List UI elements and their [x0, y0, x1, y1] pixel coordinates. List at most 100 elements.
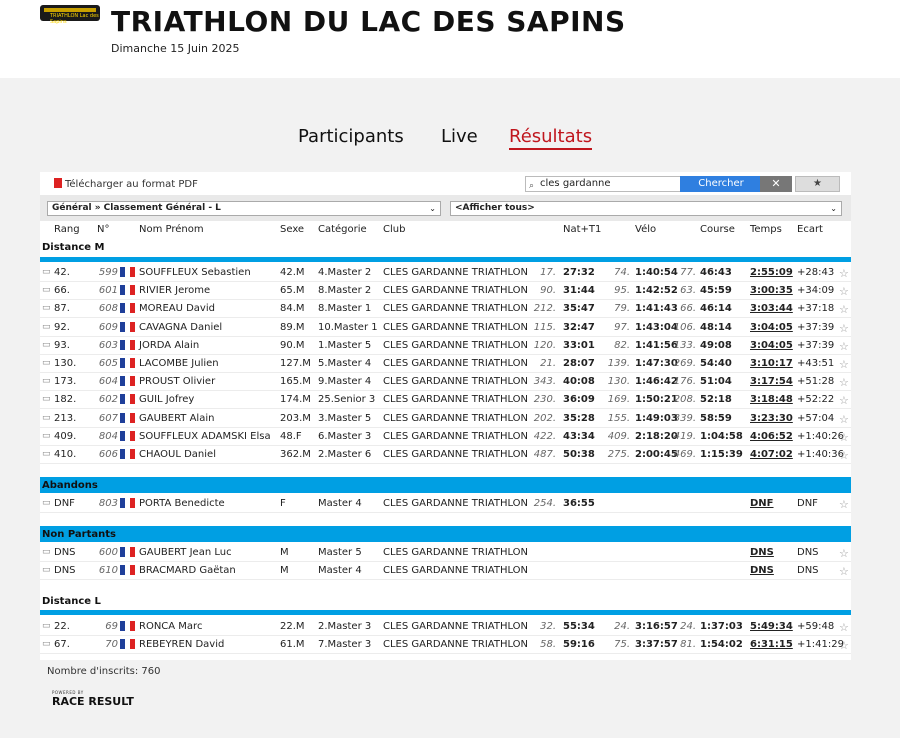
name-link[interactable]: GAUBERT Jean Luc	[139, 547, 232, 558]
table-row[interactable]: ▭ 409. 804 SOUFFLEUX ADAMSKI Elsa 48.F 6.Mast…	[40, 428, 851, 446]
comment-icon[interactable]: ▭	[42, 639, 51, 650]
total-time-link[interactable]: 3:23:30	[750, 412, 793, 424]
favorite-star-icon[interactable]: ☆	[839, 303, 849, 317]
favorite-star-icon[interactable]: ☆	[839, 449, 849, 462]
comment-icon[interactable]: ▭	[42, 412, 51, 423]
table-row[interactable]: ▭ DNS 600 GAUBERT Jean Luc M Master 5 CLES GAR…	[40, 544, 851, 562]
name-link[interactable]: GAUBERT Alain	[139, 412, 215, 424]
race-result-logo[interactable]: POWERED BY RACE RESULT	[52, 690, 134, 708]
name-link[interactable]: MOREAU David	[139, 303, 215, 315]
comment-icon[interactable]: ▭	[42, 358, 51, 368]
tab-resultats[interactable]: Résultats	[509, 126, 593, 150]
comment-icon[interactable]: ▭	[42, 621, 51, 631]
tab-live[interactable]: Live	[441, 126, 478, 147]
favorite-star-icon[interactable]: ☆	[839, 621, 849, 634]
search-input[interactable]: ⌕ cles gardanne	[525, 176, 681, 192]
name-link[interactable]: BRACMARD Gaëtan	[139, 565, 236, 577]
total-time-link[interactable]: 5:49:34	[750, 621, 793, 632]
favorite-star-icon[interactable]: ☆	[839, 267, 849, 280]
total-time-link[interactable]: 6:31:15	[750, 639, 793, 651]
table-row[interactable]: ▭ DNS 610 BRACMARD Gaëtan M Master 4 CLES GARD…	[40, 562, 851, 581]
total-time-link[interactable]: 2:55:09	[750, 267, 793, 278]
table-row[interactable]: ▭ 173. 604 PROUST Olivier 165.M 9.Master 4 CLE…	[40, 373, 851, 392]
ranking-select[interactable]: Général » Classement Général - L ⌄	[47, 201, 441, 216]
tab-participants[interactable]: Participants	[298, 126, 404, 147]
column-header[interactable]: Sexe	[280, 224, 305, 235]
comment-icon[interactable]: ▭	[42, 565, 51, 576]
name-link[interactable]: RIVIER Jerome	[139, 285, 211, 297]
search-button[interactable]: Chercher	[680, 176, 762, 192]
pdf-download-link[interactable]: Télécharger au format PDF	[54, 178, 198, 190]
name-link[interactable]: JORDA Alain	[139, 339, 200, 351]
name-link[interactable]: LACOMBE Julien	[139, 358, 219, 369]
comment-icon[interactable]: ▭	[42, 394, 51, 405]
comment-icon[interactable]: ▭	[42, 321, 51, 332]
column-header[interactable]: Temps	[750, 224, 782, 235]
table-row[interactable]: ▭ 93. 603 JORDA Alain 90.M 1.Master 5 CLES GAR…	[40, 337, 851, 355]
clear-search-button[interactable]: ✕	[760, 176, 792, 192]
favorite-star-icon[interactable]: ☆	[839, 547, 849, 560]
column-header[interactable]: Nom Prénom	[139, 224, 204, 235]
comment-icon[interactable]: ▭	[42, 449, 51, 459]
name-link[interactable]: GUIL Jofrey	[139, 394, 195, 406]
favorite-star-icon[interactable]: ☆	[839, 321, 849, 335]
table-row[interactable]: ▭ 67. 70 REBEYREN David 61.M 7.Master 3 CLES G…	[40, 636, 851, 655]
name-link[interactable]: SOUFFLEUX ADAMSKI Elsa	[139, 430, 271, 442]
name-link[interactable]: PORTA Benedicte	[139, 498, 225, 509]
name-link[interactable]: RONCA Marc	[139, 621, 203, 632]
comment-icon[interactable]: ▭	[42, 498, 51, 508]
column-header[interactable]: Vélo	[635, 224, 657, 235]
column-header[interactable]: Rang	[54, 224, 80, 235]
favorite-star-icon[interactable]: ☆	[839, 358, 849, 371]
comment-icon[interactable]: ▭	[42, 430, 51, 441]
event-logo[interactable]: TRIATHLON Lac des Sapins	[40, 5, 100, 25]
table-row[interactable]: ▭ DNF 803 PORTA Benedicte F Master 4 CLES GARD…	[40, 495, 851, 513]
favorite-star-icon[interactable]: ☆	[839, 430, 849, 444]
table-row[interactable]: ▭ 22. 69 RONCA Marc 22.M 2.Master 3 CLES GARDA…	[40, 618, 851, 636]
name-link[interactable]: REBEYREN David	[139, 639, 225, 651]
total-time-link[interactable]: 3:17:54	[750, 376, 793, 388]
table-row[interactable]: ▭ 42. 599 SOUFFLEUX Sebastien 42.M 4.Master 2…	[40, 264, 851, 282]
column-header[interactable]: Ecart	[797, 224, 823, 235]
name-link[interactable]: CHAOUL Daniel	[139, 449, 216, 460]
total-time-link[interactable]: 3:00:35	[750, 285, 793, 297]
table-row[interactable]: ▭ 87. 608 MOREAU David 84.M 8.Master 1 CLES GA…	[40, 300, 851, 319]
table-row[interactable]: ▭ 92. 609 CAVAGNA Daniel 89.M 10.Master 1 CLES…	[40, 319, 851, 337]
table-row[interactable]: ▭ 213. 607 GAUBERT Alain 203.M 3.Master 5 CLES…	[40, 410, 851, 428]
favorite-star-icon[interactable]: ☆	[839, 339, 849, 353]
table-row[interactable]: ▭ 182. 602 GUIL Jofrey 174.M 25.Senior 3 CLES …	[40, 391, 851, 410]
column-header[interactable]: N°	[97, 224, 110, 235]
total-time-link[interactable]: 3:10:17	[750, 358, 793, 369]
favorite-star-icon[interactable]: ☆	[839, 498, 849, 511]
comment-icon[interactable]: ▭	[42, 376, 51, 387]
name-link[interactable]: PROUST Olivier	[139, 376, 216, 388]
comment-icon[interactable]: ▭	[42, 547, 51, 557]
favorite-star-icon[interactable]: ☆	[839, 639, 849, 653]
comment-icon[interactable]: ▭	[42, 303, 51, 314]
total-time-link[interactable]: DNS	[750, 547, 774, 558]
total-time-link[interactable]: 4:06:52	[750, 430, 793, 442]
total-time-link[interactable]: 4:07:02	[750, 449, 793, 460]
comment-icon[interactable]: ▭	[42, 285, 51, 296]
table-row[interactable]: ▭ 410. 606 CHAOUL Daniel 362.M 2.Master 6 CLES…	[40, 446, 851, 464]
show-select[interactable]: <Afficher tous> ⌄	[450, 201, 842, 216]
favorites-button[interactable]: ★	[795, 176, 840, 192]
favorite-star-icon[interactable]: ☆	[839, 394, 849, 408]
total-time-link[interactable]: DNS	[750, 565, 774, 577]
favorite-star-icon[interactable]: ☆	[839, 376, 849, 390]
comment-icon[interactable]: ▭	[42, 267, 51, 277]
table-row[interactable]: ▭ 130. 605 LACOMBE Julien 127.M 5.Master 4 CLE…	[40, 355, 851, 373]
table-row[interactable]: ▭ 66. 601 RIVIER Jerome 65.M 8.Master 2 CLES G…	[40, 282, 851, 301]
favorite-star-icon[interactable]: ☆	[839, 285, 849, 299]
column-header[interactable]: Catégorie	[318, 224, 367, 235]
comment-icon[interactable]: ▭	[42, 339, 51, 350]
name-link[interactable]: CAVAGNA Daniel	[139, 321, 223, 333]
total-time-link[interactable]: 3:04:05	[750, 321, 793, 333]
column-header[interactable]: Nat+T1	[563, 224, 602, 235]
column-header[interactable]: Club	[383, 224, 406, 235]
name-link[interactable]: SOUFFLEUX Sebastien	[139, 267, 251, 278]
total-time-link[interactable]: 3:18:48	[750, 394, 793, 406]
total-time-link[interactable]: DNF	[750, 498, 774, 509]
total-time-link[interactable]: 3:04:05	[750, 339, 793, 351]
favorite-star-icon[interactable]: ☆	[839, 412, 849, 426]
